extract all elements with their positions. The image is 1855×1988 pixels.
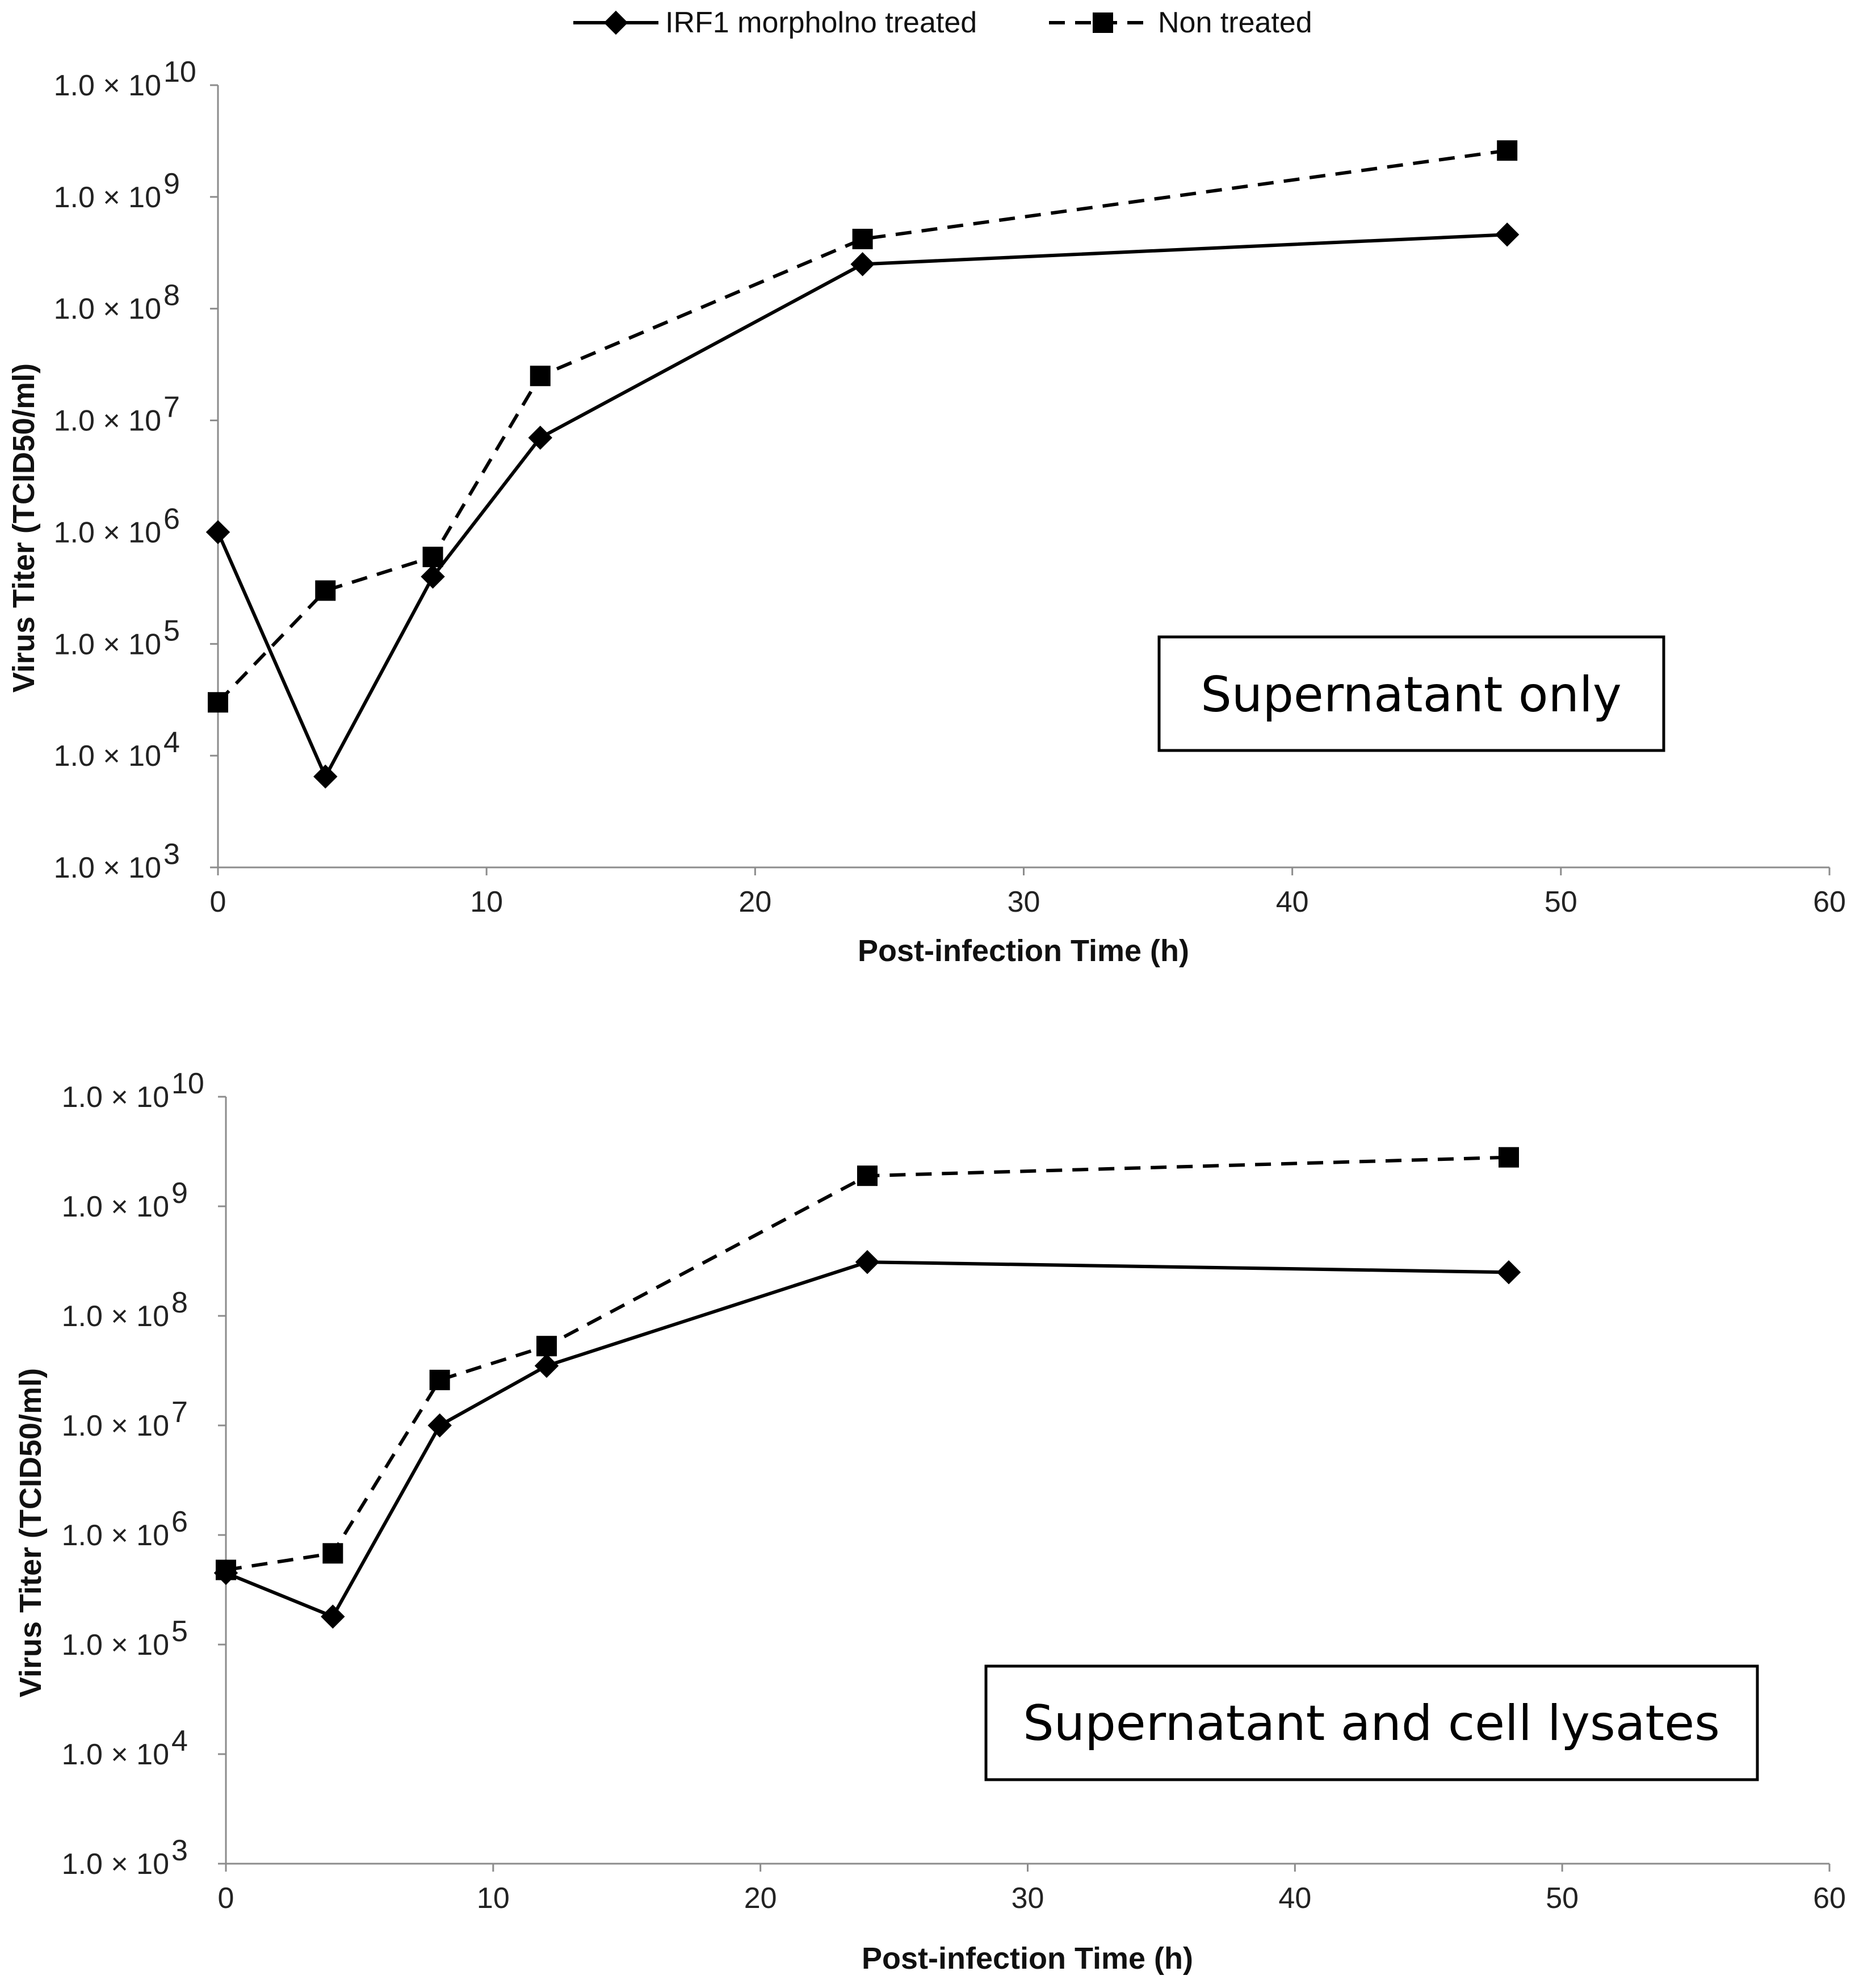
x-tick-labels: 0 10 20 30 40 50 60 xyxy=(218,1864,1846,1915)
x-tick-label: 40 xyxy=(1276,886,1309,918)
series-layer xyxy=(213,1147,1521,1629)
y-tick-label: 1.0 × 10 xyxy=(62,1410,169,1442)
legend: IRF1 morpholno treated Non treated xyxy=(573,6,1312,39)
legend-label-treated: IRF1 morpholno treated xyxy=(665,6,977,39)
series-line-non-treated xyxy=(225,1155,1509,1572)
x-axis-title: Post-infection Time (h) xyxy=(862,1941,1193,1976)
y-tick-exponent: 6 xyxy=(163,502,180,535)
y-tick-exponent: 8 xyxy=(163,279,180,312)
annotation-box: Supernatant only xyxy=(1157,635,1665,752)
data-point-irf1-treated xyxy=(1495,223,1520,247)
y-axis-title: Virus Titer (TCID50/ml) xyxy=(7,363,41,693)
y-tick-exponent: 9 xyxy=(163,167,180,200)
x-tick-labels: 0 10 20 30 40 50 60 xyxy=(210,867,1846,918)
y-tick-exponent: 7 xyxy=(171,1396,188,1429)
y-tick-label: 1.0 × 10 xyxy=(54,405,161,438)
annotation-label: Supernatant and cell lysates xyxy=(1023,1695,1720,1752)
series-line-irf1-treated xyxy=(225,1260,1509,1619)
y-tick-exponent: 3 xyxy=(171,1834,188,1867)
data-point-non-treated xyxy=(1499,1147,1519,1168)
y-tick-label: 1.0 × 10 xyxy=(62,1519,169,1552)
series-line-irf1-treated xyxy=(216,233,1508,781)
data-point-non-treated xyxy=(322,1543,343,1564)
data-point-irf1-treated xyxy=(313,764,338,789)
data-point-non-treated xyxy=(852,229,873,250)
x-tick-label: 10 xyxy=(477,1882,510,1915)
x-tick-label: 10 xyxy=(470,886,503,918)
data-point-non-treated xyxy=(315,580,336,601)
data-point-non-treated xyxy=(536,1336,557,1357)
y-tick-label: 1.0 × 10 xyxy=(54,740,161,773)
legend-diamond-marker xyxy=(603,10,628,35)
y-tick-exponent: 6 xyxy=(171,1505,188,1538)
data-point-non-treated xyxy=(429,1369,450,1390)
data-point-non-treated xyxy=(422,547,443,568)
annotation-label: Supernatant only xyxy=(1201,666,1622,723)
y-tick-exponent: 10 xyxy=(163,56,196,89)
data-point-irf1-treated xyxy=(855,1249,880,1274)
y-tick-exponent: 10 xyxy=(171,1067,204,1100)
data-point-irf1-treated xyxy=(534,1353,559,1378)
y-tick-label: 1.0 × 10 xyxy=(54,852,161,884)
data-point-irf1-treated xyxy=(850,252,875,276)
y-tick-label: 1.0 × 10 xyxy=(54,181,161,214)
y-tick-label: 1.0 × 10 xyxy=(54,69,161,102)
y-tick-exponent: 4 xyxy=(163,726,180,759)
annotation-frame xyxy=(1157,635,1665,752)
y-tick-labels: 1.0 × 10 31.0 × 10 41.0 × 10 51.0 × 10 61.0 … xyxy=(62,1067,226,1881)
x-tick-label: 50 xyxy=(1546,1882,1579,1915)
y-tick-label: 1.0 × 10 xyxy=(62,1081,169,1114)
data-point-irf1-treated xyxy=(205,520,230,544)
legend-square-marker xyxy=(1093,12,1113,33)
x-tick-label: 20 xyxy=(744,1882,777,1915)
x-tick-label: 20 xyxy=(738,886,771,918)
y-tick-label: 1.0 × 10 xyxy=(54,628,161,661)
x-tick-label: 40 xyxy=(1278,1882,1311,1915)
y-tick-label: 1.0 × 10 xyxy=(62,1848,169,1881)
y-axis-title: Virus Titer (TCID50/ml) xyxy=(14,1368,48,1697)
series-line-non-treated xyxy=(216,149,1508,704)
x-tick-label: 0 xyxy=(218,1882,234,1915)
data-point-non-treated xyxy=(216,1559,236,1580)
data-point-non-treated xyxy=(1497,140,1518,161)
x-tick-label: 60 xyxy=(1813,886,1846,918)
annotation-frame xyxy=(984,1664,1759,1781)
y-tick-label: 1.0 × 10 xyxy=(62,1629,169,1662)
x-tick-label: 50 xyxy=(1545,886,1577,918)
data-point-non-treated xyxy=(857,1165,878,1186)
data-point-irf1-treated xyxy=(427,1413,452,1438)
y-tick-label: 1.0 × 10 xyxy=(62,1738,169,1771)
data-point-non-treated xyxy=(530,366,551,387)
y-tick-exponent: 5 xyxy=(171,1615,188,1648)
chart-panel-supernatant-only: 1.0 × 10 31.0 × 10 41.0 × 10 51.0 × 10 61.0 … xyxy=(7,56,1846,968)
x-tick-label: 60 xyxy=(1813,1882,1846,1915)
legend-label-non-treated: Non treated xyxy=(1158,6,1312,39)
y-tick-label: 1.0 × 10 xyxy=(62,1190,169,1223)
y-tick-exponent: 3 xyxy=(163,838,180,871)
legend-entry-non-treated: Non treated xyxy=(1049,6,1312,39)
x-tick-label: 30 xyxy=(1012,1882,1044,1915)
y-tick-exponent: 5 xyxy=(163,614,180,647)
y-tick-label: 1.0 × 10 xyxy=(54,516,161,549)
data-point-irf1-treated xyxy=(1496,1260,1521,1285)
y-tick-exponent: 9 xyxy=(171,1177,188,1210)
data-point-non-treated xyxy=(208,692,228,713)
y-tick-labels: 1.0 × 10 31.0 × 10 41.0 × 10 51.0 × 10 61.0 … xyxy=(54,56,218,884)
legend-entry-treated: IRF1 morpholno treated xyxy=(573,6,977,39)
x-tick-label: 0 xyxy=(210,886,226,918)
x-axis-title: Post-infection Time (h) xyxy=(858,934,1189,968)
y-tick-exponent: 7 xyxy=(163,391,180,424)
data-point-irf1-treated xyxy=(321,1604,345,1629)
x-tick-label: 30 xyxy=(1008,886,1040,918)
y-tick-exponent: 8 xyxy=(171,1286,188,1319)
y-tick-label: 1.0 × 10 xyxy=(62,1300,169,1333)
y-tick-exponent: 4 xyxy=(171,1725,188,1758)
chart-panel-supernatant-and-cell-lysates: 1.0 × 10 31.0 × 10 41.0 × 10 51.0 × 10 61.0 … xyxy=(14,1067,1846,1976)
annotation-box: Supernatant and cell lysates xyxy=(984,1664,1759,1781)
y-tick-label: 1.0 × 10 xyxy=(54,293,161,326)
